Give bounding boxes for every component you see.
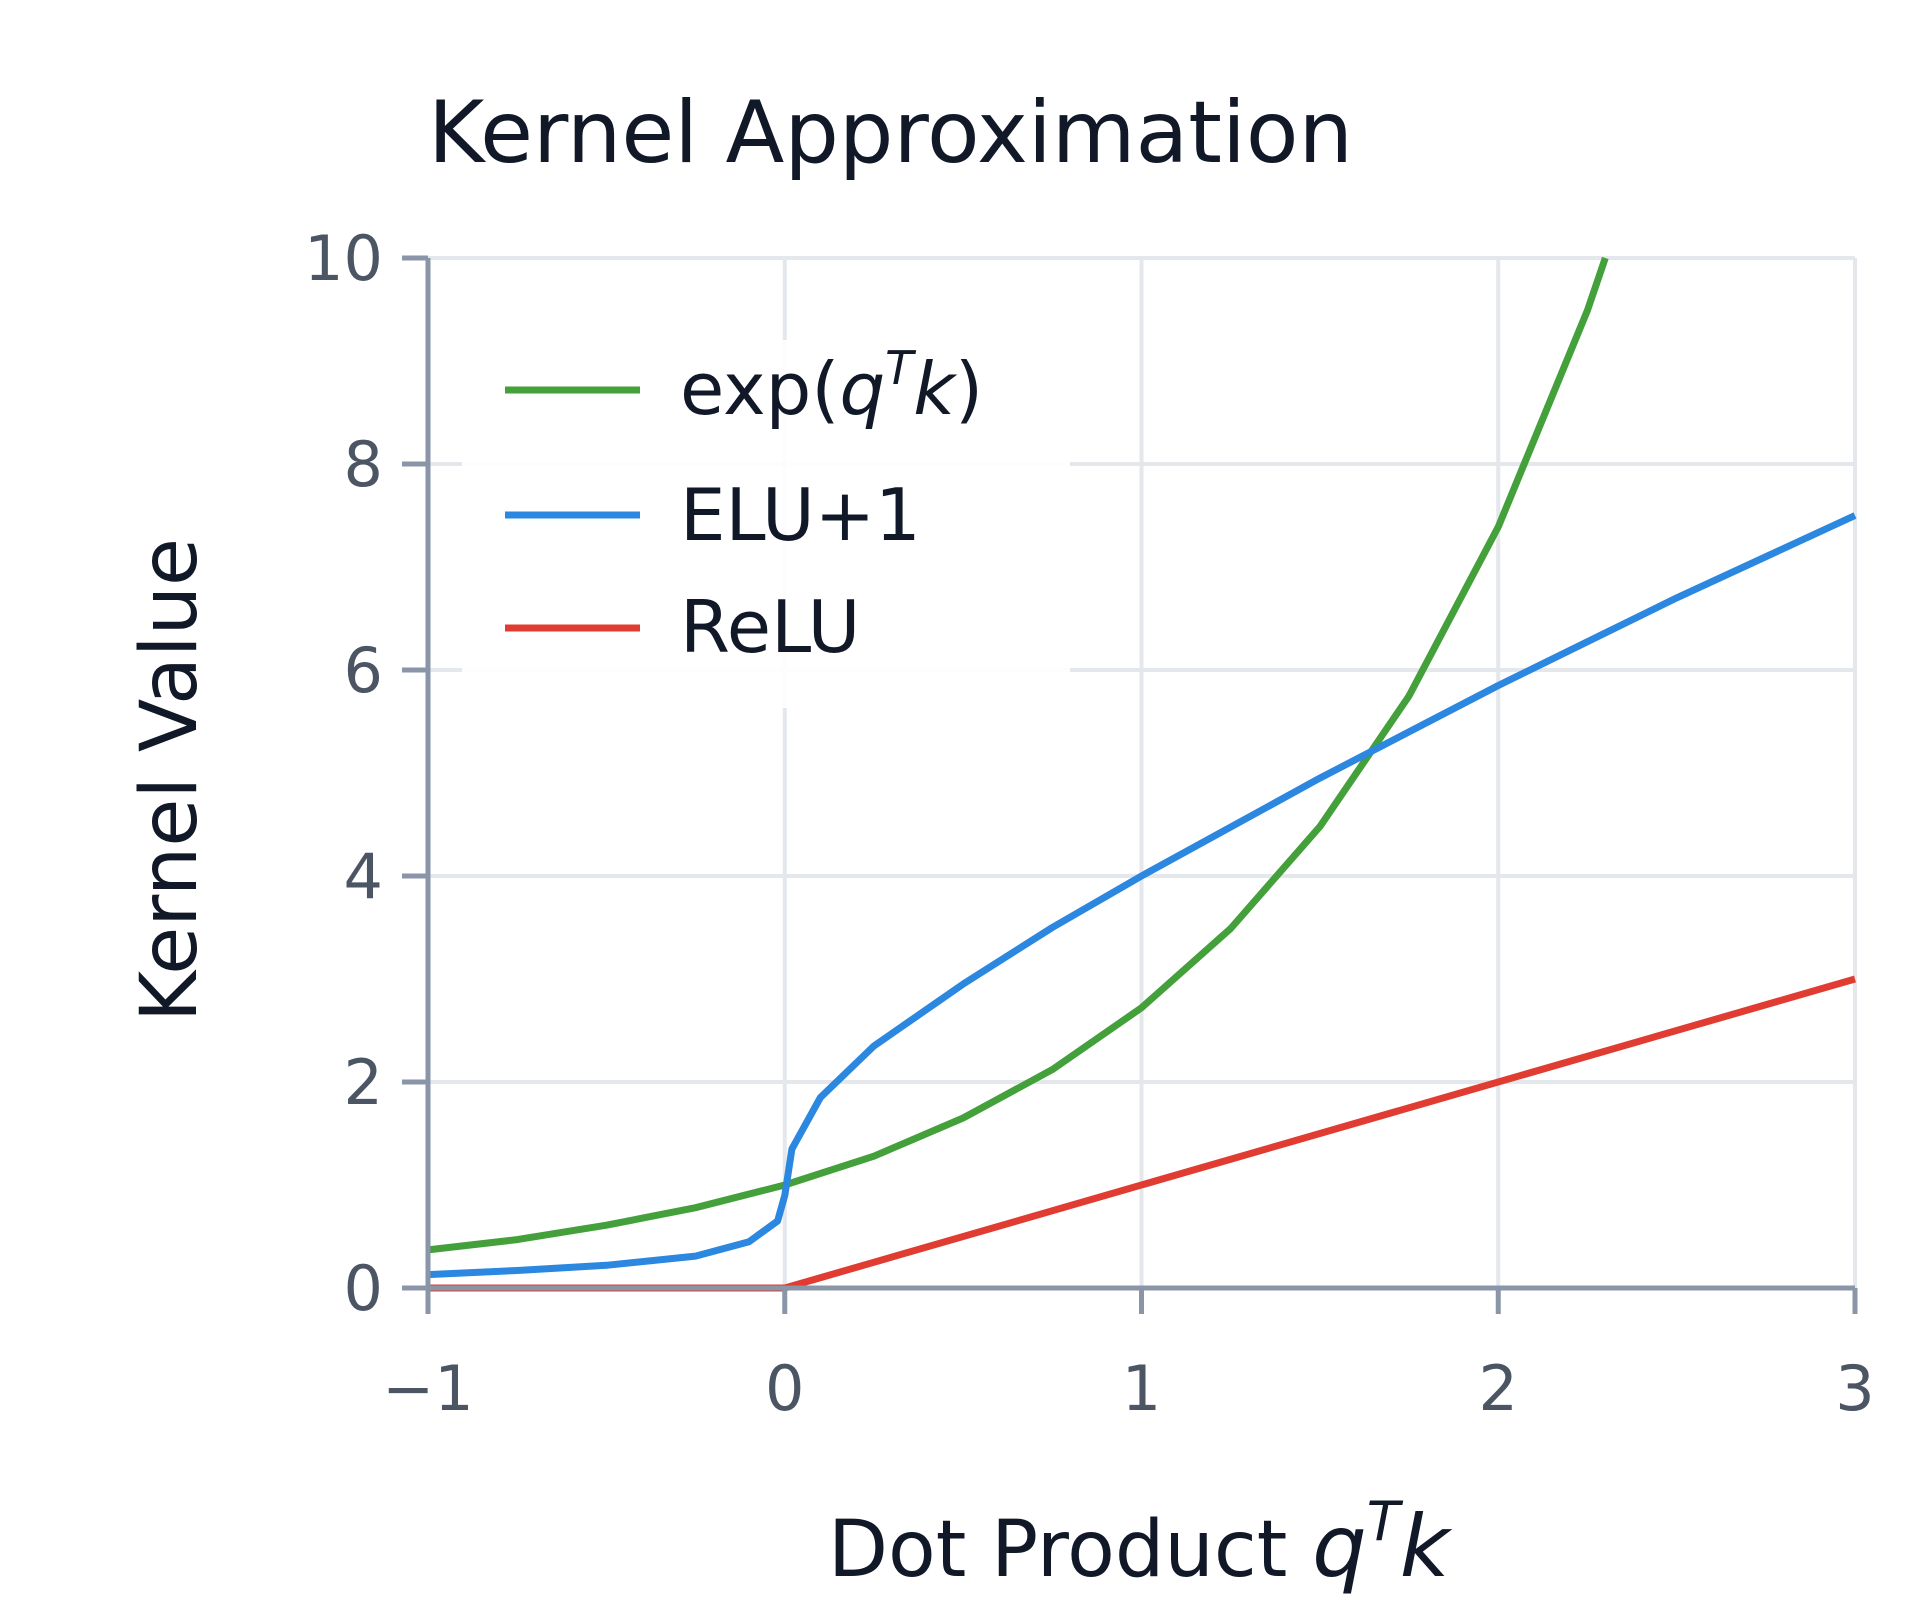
legend-exp-k: k xyxy=(913,347,958,431)
x-tick-label: 1 xyxy=(1122,1352,1161,1425)
legend-exp-q: q xyxy=(839,347,885,431)
x-tick-label: 0 xyxy=(765,1352,804,1425)
legend-label-exp: exp(qTk) xyxy=(680,341,983,431)
y-tick-label: 2 xyxy=(344,1046,383,1119)
x-tick-label: −1 xyxy=(382,1352,473,1425)
chart-title: Kernel Approximation xyxy=(428,83,1353,183)
x-tick-label: 3 xyxy=(1835,1352,1874,1425)
x-tick-label: 2 xyxy=(1479,1352,1518,1425)
legend-label-relu: ReLU xyxy=(680,585,860,669)
legend-label-elu: ELU+1 xyxy=(680,473,921,557)
legend-exp-sup: T xyxy=(885,341,917,395)
series-line-exp xyxy=(427,256,1609,1254)
y-tick-label: 4 xyxy=(344,840,383,913)
axes xyxy=(402,255,1858,1314)
y-tick-label: 10 xyxy=(304,222,383,295)
x-axis-label-sup: T xyxy=(1367,1490,1404,1553)
legend-exp-prefix: exp( xyxy=(680,347,839,431)
y-tick-label: 0 xyxy=(344,1252,383,1325)
y-tick-label: 8 xyxy=(344,428,383,501)
y-axis-label: Kernel Value xyxy=(125,538,215,1022)
x-axis-label-k: k xyxy=(1400,1497,1453,1597)
series-line-elu xyxy=(427,512,1857,1279)
x-axis-label-q: q xyxy=(1312,1497,1367,1597)
legend-exp-suffix: ) xyxy=(955,347,983,431)
legend-background xyxy=(462,340,1070,708)
x-axis-label: Dot Product qTk xyxy=(828,1490,1453,1597)
legend: exp(qTk) ELU+1 ReLU xyxy=(462,340,1070,708)
x-axis-label-text: Dot Product xyxy=(828,1505,1312,1595)
tick-labels: −1 0 1 2 3 0 2 4 6 8 10 xyxy=(304,222,1875,1425)
y-tick-label: 6 xyxy=(344,634,383,707)
